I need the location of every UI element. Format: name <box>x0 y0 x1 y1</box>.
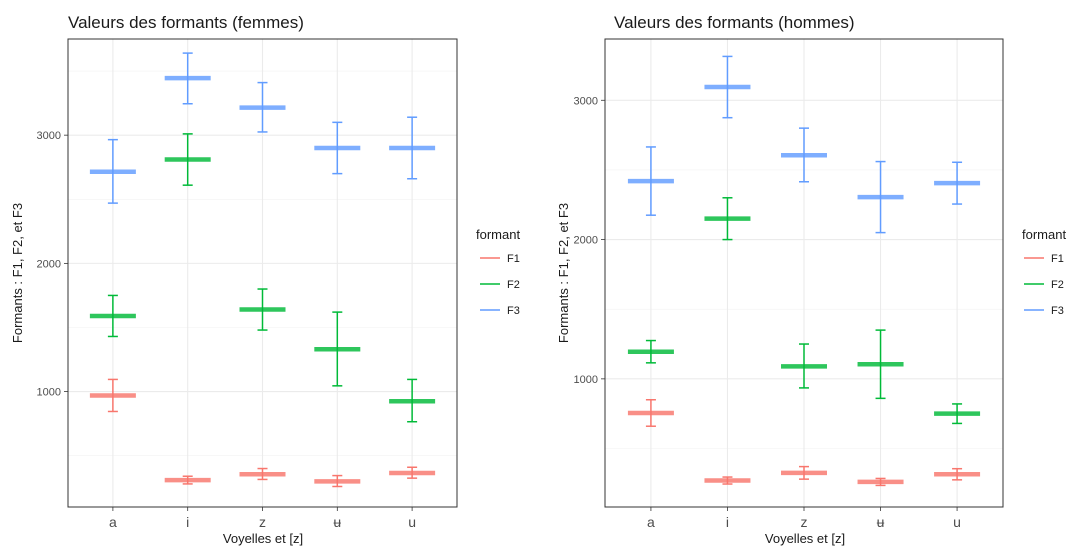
y-tick-label: 2000 <box>37 258 61 270</box>
series-f3 <box>627 55 981 234</box>
chart-panel-hommes: Valeurs des formants (hommes) 1000 2000 30… <box>556 13 1066 546</box>
y-tick-label: 1000 <box>37 387 61 399</box>
x-tick-label: i <box>726 514 729 530</box>
series-f1 <box>89 378 436 488</box>
legend-title: formant <box>476 227 520 242</box>
legend: formant F1 F2 F3 <box>1022 227 1066 317</box>
chart-title: Valeurs des formants (hommes) <box>614 13 855 32</box>
y-tick-label: 2000 <box>574 235 598 247</box>
legend-item-f1: F1 <box>1024 253 1064 265</box>
legend-item-f2: F2 <box>480 279 520 291</box>
panel-border <box>67 38 458 508</box>
x-tick-label: ʉ <box>877 514 885 530</box>
panel-border <box>604 38 1004 508</box>
x-tick-label: u <box>953 514 961 530</box>
x-tick-label: i <box>186 514 189 530</box>
legend-item-f3: F3 <box>480 305 520 317</box>
chart-panel-femmes: Valeurs des formants (femmes) 1000 2000 30… <box>10 13 520 546</box>
y-tick-label: 1000 <box>574 374 598 386</box>
x-tick-label: ʉ <box>333 514 341 530</box>
legend-label-f2: F2 <box>507 279 520 291</box>
x-axis-label: Voyelles et [z] <box>223 531 303 546</box>
legend-label-f1: F1 <box>507 253 520 265</box>
legend: formant F1 F2 F3 <box>476 227 520 317</box>
plot-area: 1000 2000 3000 a i z ʉ u <box>574 38 1004 530</box>
legend-item-f1: F1 <box>480 253 520 265</box>
y-tick-label: 3000 <box>37 130 61 142</box>
series-f3 <box>89 52 436 204</box>
legend-item-f3: F3 <box>1024 305 1064 317</box>
series-f2 <box>627 197 981 425</box>
y-axis-label: Formants : F1, F2, et F3 <box>10 203 25 343</box>
x-tick-label: u <box>408 514 416 530</box>
y-tick-label: 3000 <box>574 95 598 107</box>
legend-item-f2: F2 <box>1024 279 1064 291</box>
legend-title: formant <box>1022 227 1066 242</box>
x-tick-label: z <box>259 514 266 530</box>
x-tick-label: a <box>647 514 655 530</box>
legend-label-f2: F2 <box>1051 279 1064 291</box>
legend-label-f3: F3 <box>507 305 520 317</box>
legend-label-f3: F3 <box>1051 305 1064 317</box>
chart-title: Valeurs des formants (femmes) <box>68 13 304 32</box>
x-tick-label: a <box>109 514 117 530</box>
series-f2 <box>89 133 436 423</box>
legend-label-f1: F1 <box>1051 253 1064 265</box>
series-f1 <box>627 399 981 487</box>
x-axis-label: Voyelles et [z] <box>765 531 845 546</box>
plot-area: 1000 2000 3000 a i z ʉ u <box>37 38 458 530</box>
x-tick-label: z <box>801 514 808 530</box>
y-axis-label: Formants : F1, F2, et F3 <box>556 203 571 343</box>
